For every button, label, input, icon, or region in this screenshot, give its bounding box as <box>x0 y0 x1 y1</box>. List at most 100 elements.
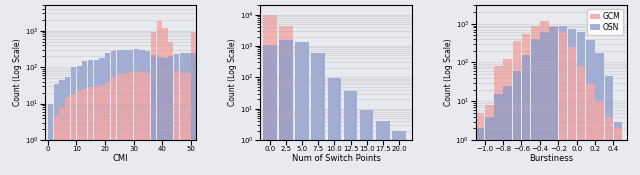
Bar <box>540 21 548 175</box>
Bar <box>116 74 122 175</box>
Bar <box>312 140 325 175</box>
Bar <box>140 50 145 175</box>
Bar <box>360 110 373 175</box>
Bar <box>522 55 531 175</box>
Bar <box>82 89 88 175</box>
Bar <box>65 97 70 175</box>
X-axis label: CMI: CMI <box>113 154 129 163</box>
Bar <box>157 57 162 175</box>
Bar <box>134 71 139 175</box>
Bar <box>77 66 82 175</box>
Bar <box>392 140 406 175</box>
Bar <box>99 58 105 175</box>
Bar <box>116 50 122 175</box>
Bar <box>180 53 185 175</box>
Bar <box>522 34 531 175</box>
Bar <box>279 26 292 175</box>
Bar <box>614 121 622 175</box>
Bar <box>163 28 168 175</box>
Bar <box>185 53 191 175</box>
Bar <box>174 54 179 175</box>
Bar <box>71 94 76 175</box>
Bar <box>145 73 150 175</box>
Bar <box>540 32 548 175</box>
Bar <box>344 140 357 175</box>
Bar <box>48 140 53 175</box>
Bar <box>93 60 99 175</box>
Bar <box>105 82 110 175</box>
Bar <box>88 87 93 175</box>
Bar <box>595 101 604 175</box>
Bar <box>128 72 133 175</box>
Bar <box>312 53 325 175</box>
Bar <box>568 47 576 175</box>
Y-axis label: Count (Log Scale): Count (Log Scale) <box>13 39 22 106</box>
Bar <box>54 114 59 175</box>
Bar <box>295 43 309 175</box>
Bar <box>263 15 276 175</box>
Bar <box>168 56 173 175</box>
Bar <box>476 113 484 175</box>
Bar <box>77 91 82 175</box>
Bar <box>494 94 503 175</box>
Bar <box>559 32 567 175</box>
Bar <box>174 71 179 175</box>
Bar <box>485 117 493 175</box>
Bar <box>157 21 162 175</box>
Bar <box>163 58 168 175</box>
Bar <box>111 51 116 175</box>
Bar <box>577 66 586 175</box>
Bar <box>122 73 127 175</box>
Bar <box>568 29 576 175</box>
Bar <box>180 73 185 175</box>
Bar <box>344 90 357 175</box>
Bar <box>60 107 65 175</box>
Bar <box>134 50 139 175</box>
Bar <box>279 40 292 175</box>
Bar <box>263 45 276 175</box>
Legend: GCM, OSN: GCM, OSN <box>588 9 623 35</box>
Y-axis label: Count (Log Scale): Count (Log Scale) <box>444 39 452 106</box>
Bar <box>586 83 595 175</box>
Bar <box>513 41 521 175</box>
Bar <box>140 72 145 175</box>
Bar <box>82 61 88 175</box>
Bar <box>549 27 558 175</box>
Y-axis label: Count (Log Scale): Count (Log Scale) <box>228 39 237 106</box>
Bar <box>376 140 390 175</box>
X-axis label: Burstiness: Burstiness <box>529 154 573 163</box>
Bar <box>485 105 493 175</box>
Bar <box>60 80 65 175</box>
Bar <box>185 73 191 175</box>
X-axis label: Num of Switch Points: Num of Switch Points <box>291 154 381 163</box>
Bar <box>93 86 99 175</box>
Bar <box>122 50 127 175</box>
Bar <box>531 26 540 175</box>
Bar <box>494 66 503 175</box>
Bar <box>605 117 613 175</box>
Bar <box>151 32 156 175</box>
Bar <box>128 50 133 175</box>
Bar <box>54 84 59 175</box>
Bar <box>614 128 622 175</box>
Bar <box>328 140 341 175</box>
Bar <box>65 77 70 175</box>
Bar <box>586 40 595 175</box>
Bar <box>295 140 309 175</box>
Bar <box>48 104 53 175</box>
Bar <box>111 77 116 175</box>
Bar <box>559 26 567 175</box>
Bar <box>513 71 521 175</box>
Bar <box>376 121 390 175</box>
Bar <box>168 42 173 175</box>
Bar <box>531 39 540 175</box>
Bar <box>476 128 484 175</box>
Bar <box>99 85 105 175</box>
Bar <box>191 32 196 175</box>
Bar <box>392 131 406 175</box>
Bar <box>145 51 150 175</box>
Bar <box>504 60 512 175</box>
Bar <box>88 60 93 175</box>
Bar <box>549 26 558 175</box>
Bar <box>504 86 512 175</box>
